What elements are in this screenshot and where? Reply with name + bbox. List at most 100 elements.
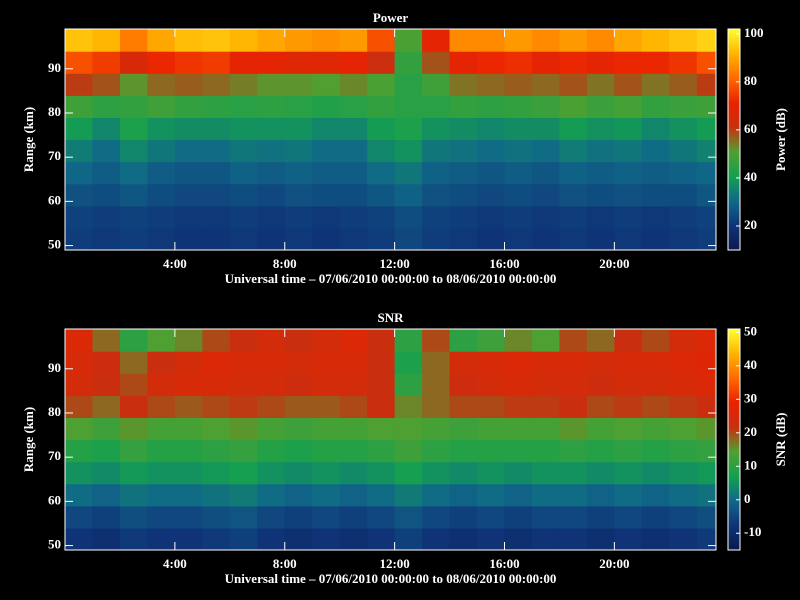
plot-frame (64, 28, 717, 251)
heatmap-cell (202, 95, 231, 118)
heatmap-cell (422, 161, 451, 185)
heatmap-cell (339, 205, 368, 229)
heatmap-cell (202, 505, 231, 529)
heatmap-cell (586, 417, 615, 441)
heatmap-cell (669, 51, 698, 74)
heatmap-cell (586, 439, 615, 463)
heatmap-cell (669, 139, 698, 163)
heatmap-cell (641, 483, 670, 507)
heatmap-cell (614, 505, 643, 529)
heatmap-cell (559, 139, 588, 163)
heatmap-cell (559, 527, 588, 550)
heatmap-cell (449, 461, 478, 485)
heatmap-cell (641, 183, 670, 207)
heatmap-cell (422, 51, 451, 74)
heatmap-cell (312, 483, 341, 507)
heatmap-cell (449, 505, 478, 529)
heatmap-cell (229, 329, 258, 352)
heatmap-cell (614, 227, 643, 250)
heatmap-cell (312, 505, 341, 529)
heatmap-cell (229, 139, 258, 163)
heatmap-cell (422, 95, 451, 118)
heatmap-cell (257, 351, 286, 374)
heatmap-cell (174, 51, 203, 74)
y-tick-label: 60 (48, 492, 61, 507)
heatmap-cell (284, 505, 313, 529)
heatmap-cell (229, 395, 258, 418)
heatmap-cell (641, 527, 670, 550)
heatmap-cell (394, 139, 423, 163)
heatmap-cell (477, 395, 506, 418)
heatmap-cell (531, 483, 561, 507)
heatmap-cell (477, 329, 506, 352)
heatmap-cell (147, 505, 176, 529)
heatmap-cell (339, 95, 368, 118)
heatmap-cell (586, 183, 615, 207)
heatmap-cell (257, 95, 286, 118)
heatmap-cell (531, 373, 561, 396)
heatmap-cell (147, 73, 176, 96)
heatmap-cell (559, 73, 588, 96)
heatmap-cell (312, 29, 341, 52)
heatmap-cell (174, 483, 203, 507)
heatmap-cell (394, 205, 423, 229)
heatmap-cell (422, 505, 451, 529)
heatmap-cell (339, 439, 368, 463)
heatmap-cell (367, 51, 396, 74)
heatmap-cell (477, 373, 506, 396)
heatmap-cell (696, 183, 716, 207)
heatmap-cell (696, 95, 716, 118)
heatmap-cell (531, 29, 561, 52)
heatmap-cell (531, 205, 561, 229)
heatmap-cells (65, 329, 716, 550)
heatmap-cell (174, 505, 203, 529)
heatmap-cell (119, 227, 149, 250)
heatmap-cell (696, 51, 716, 74)
heatmap-cell (586, 29, 615, 52)
heatmap-cell (174, 117, 203, 141)
y-tick-label: 50 (48, 237, 61, 252)
heatmap-cell (92, 527, 121, 550)
heatmap-cell (449, 73, 478, 96)
heatmap-cell (92, 351, 121, 374)
heatmap-cell (312, 329, 341, 352)
heatmap-cell (669, 95, 698, 118)
heatmap-cell (696, 73, 716, 96)
heatmap-cell (504, 183, 533, 207)
colorbar (727, 28, 741, 251)
heatmap-cell (696, 329, 716, 352)
heatmap-cell (367, 29, 396, 52)
heatmap-cell (696, 29, 716, 52)
heatmap-cell (367, 73, 396, 96)
heatmap-cell (312, 117, 341, 141)
heatmap-cell (422, 183, 451, 207)
heatmap-cell (312, 183, 341, 207)
heatmap-cell (147, 29, 176, 52)
colorbar-tick-label: 80 (744, 73, 757, 88)
heatmap-cell (367, 351, 396, 374)
heatmap-cell (202, 439, 231, 463)
heatmap-cell (531, 527, 561, 550)
colorbar (727, 328, 741, 551)
y-tick-label: 80 (48, 104, 61, 119)
heatmap-cell (614, 51, 643, 74)
x-tick-label: 20:00 (599, 256, 629, 271)
heatmap-cell (559, 417, 588, 441)
x-tick-label: 20:00 (599, 556, 629, 571)
heatmap-cell (92, 29, 121, 52)
heatmap-cell (147, 183, 176, 207)
heatmap-cell (202, 183, 231, 207)
heatmap-cell (119, 29, 149, 52)
heatmap-cell (147, 205, 176, 229)
heatmap-cell (696, 139, 716, 163)
heatmap-cell (92, 183, 121, 207)
heatmap-cell (586, 351, 615, 374)
heatmap-cell (147, 95, 176, 118)
heatmap-cell (477, 227, 506, 250)
y-tick-label: 50 (48, 537, 61, 552)
heatmap-cell (394, 161, 423, 185)
heatmap-cell (559, 395, 588, 418)
heatmap-cell (669, 505, 698, 529)
heatmap-cell (284, 73, 313, 96)
heatmap-cell (669, 527, 698, 550)
